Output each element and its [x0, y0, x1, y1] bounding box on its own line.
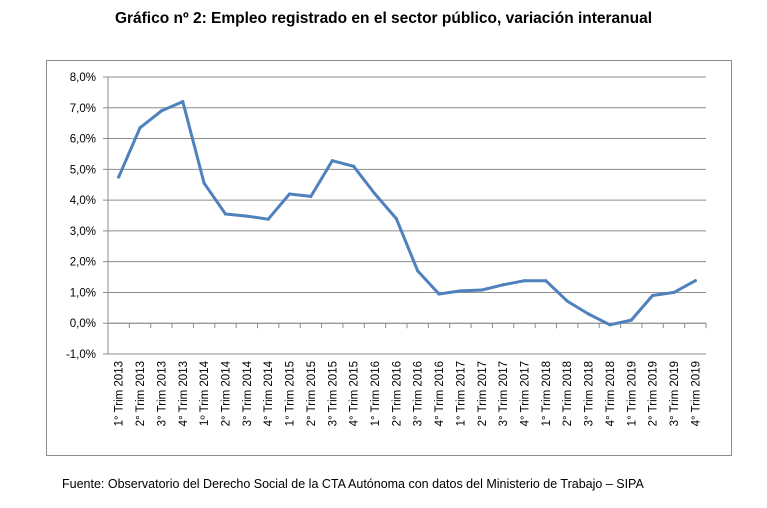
data-point	[416, 269, 420, 273]
data-point	[117, 175, 121, 179]
x-tick-label: 1° Trim 2015	[285, 361, 297, 426]
y-tick-label: -1,0%	[66, 349, 96, 361]
data-point	[651, 293, 655, 298]
x-tick-label: 1° Trim 2019	[626, 361, 638, 426]
x-tick-label: 2° Trim 2017	[477, 361, 489, 426]
y-tick-label: 5,0%	[70, 164, 96, 176]
x-tick-label: 2° Trim 2013	[135, 361, 147, 426]
x-tick-label: 3° Trim 2015	[327, 361, 339, 426]
data-point	[394, 216, 398, 221]
x-tick-label: 4° Trim 2016	[434, 361, 446, 426]
data-point	[672, 290, 676, 295]
x-tick-label: 2° Trim 2016	[391, 361, 403, 426]
x-tick-label: 4° Trim 2013	[178, 361, 190, 426]
data-point	[373, 192, 377, 196]
x-tick-label: 3° Trim 2016	[413, 361, 425, 426]
x-tick-label: 1º Trim 2014	[199, 360, 211, 426]
x-tick-label: 2° Trim 2015	[306, 361, 318, 426]
data-point	[693, 279, 697, 283]
y-tick-label: 2,0%	[70, 257, 96, 269]
y-tick-label: 8,0%	[70, 72, 96, 84]
data-point	[437, 292, 441, 296]
data-point	[266, 217, 270, 221]
gridlines	[103, 76, 706, 355]
chart-frame	[46, 60, 732, 456]
x-tick-label: 2° Trim 2018	[562, 361, 574, 426]
data-point	[608, 323, 612, 327]
x-tick-label: 4° Trim 2018	[605, 361, 617, 426]
y-tick-label: 4,0%	[70, 195, 96, 207]
x-tick-label: 4° Trim 2019	[690, 361, 702, 426]
data-point	[544, 279, 548, 283]
y-tick-label: 1,0%	[70, 287, 96, 299]
x-tick-label: 1° Trim 2016	[370, 361, 382, 426]
x-tick-label: 3° Trim 2019	[669, 361, 681, 426]
x-axis-ticks	[107, 323, 707, 329]
data-point	[202, 181, 206, 185]
data-point	[223, 212, 228, 216]
data-point	[480, 288, 484, 292]
data-point	[159, 109, 163, 113]
x-tick-label: 4° Trim 2014	[263, 360, 275, 426]
source-note: Fuente: Observatorio del Derecho Social …	[62, 477, 644, 491]
data-series	[117, 100, 697, 327]
chart-title: Gráfico nº 2: Empleo registrado en el se…	[114, 10, 653, 27]
x-tick-label: 3° Trim 2018	[584, 361, 596, 426]
data-point	[522, 279, 527, 283]
data-point	[330, 159, 334, 163]
data-point	[458, 289, 462, 293]
y-tick-label: 6,0%	[70, 134, 96, 146]
x-tick-label: 1° Trim 2013	[114, 361, 126, 426]
x-tick-label: 3° Trim 2014	[242, 360, 254, 426]
data-point	[181, 100, 185, 104]
data-point	[586, 312, 591, 316]
x-tick-label: 4° Trim 2015	[349, 361, 361, 426]
x-tick-label: 1° Trim 2018	[541, 361, 553, 426]
data-point	[245, 214, 249, 218]
data-point	[565, 299, 569, 303]
data-point	[501, 283, 505, 287]
x-axis-tick-labels: 1° Trim 2013 2° Trim 2013 3° Trim 2013 4° T…	[114, 360, 703, 426]
x-tick-label: 2° Trim 2019	[648, 361, 660, 426]
series-line	[117, 100, 697, 327]
x-tick-label: 3° Trim 2017	[498, 361, 510, 426]
data-point	[629, 318, 633, 322]
x-tick-label: 4° Trim 2017	[519, 361, 531, 426]
x-tick-label: 2° Trim 2014	[220, 360, 232, 426]
data-point	[138, 126, 142, 130]
data-point	[309, 194, 313, 199]
y-tick-label: 7,0%	[70, 103, 96, 115]
data-point	[287, 192, 292, 196]
x-tick-label: 1° Trim 2017	[455, 361, 467, 426]
y-axis-tick-labels: 8,0% 7,0% 6,0% 5,0% 4,0% 3,0% 2,0% 1,0% 0,0% -1,0…	[66, 72, 96, 361]
y-tick-label: 0,0%	[70, 318, 96, 330]
data-point	[352, 164, 356, 168]
y-tick-label: 3,0%	[70, 226, 96, 238]
x-tick-label: 3° Trim 2013	[156, 361, 168, 426]
